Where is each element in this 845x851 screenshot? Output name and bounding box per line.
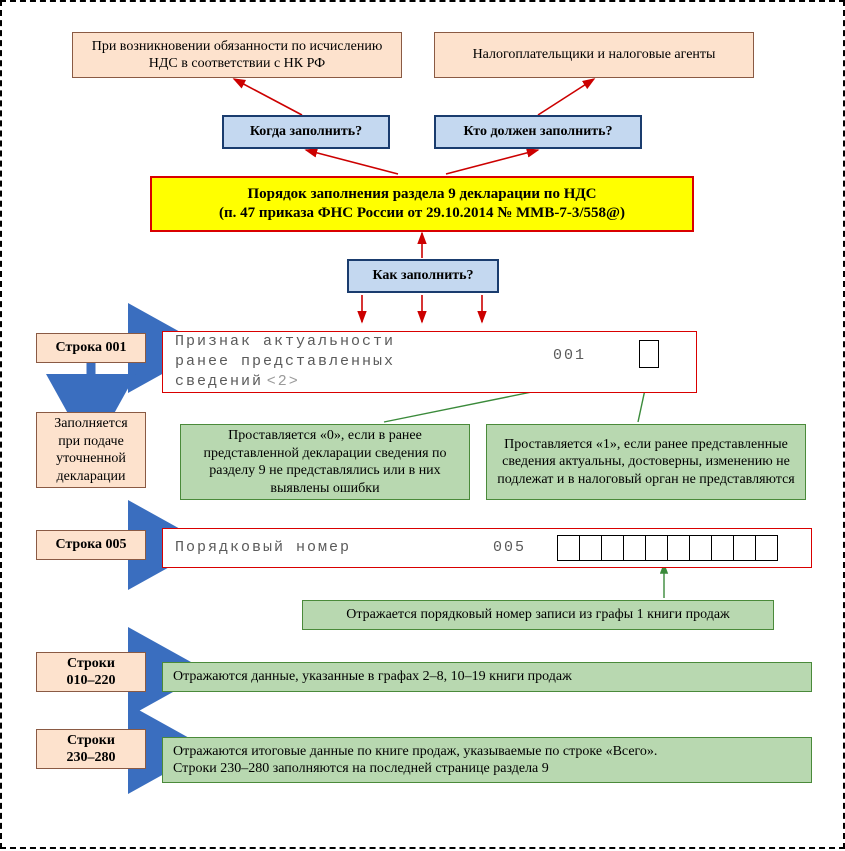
box-how: Как заполнить? bbox=[347, 259, 499, 293]
box-when: Когда заполнить? bbox=[222, 115, 390, 149]
cell-001 bbox=[639, 340, 659, 368]
green-1: Проставляется «1», если ранее представле… bbox=[486, 424, 806, 500]
box-obligation: При возникновении обязанности по исчисле… bbox=[72, 32, 402, 78]
label-010: Строки010–220 bbox=[36, 652, 146, 692]
label-001: Строка 001 bbox=[36, 333, 146, 363]
green-0: Проставляется «0», если в ранее представ… bbox=[180, 424, 470, 500]
diagram-root: При возникновении обязанности по исчисле… bbox=[0, 0, 845, 849]
label-230: Строки230–280 bbox=[36, 729, 146, 769]
box-who: Кто должен заполнить? bbox=[434, 115, 642, 149]
green-010: Отражаются данные, указанные в графах 2–… bbox=[162, 662, 812, 692]
box-title: Порядок заполнения раздела 9 декларации … bbox=[150, 176, 694, 232]
note-001: Заполняется при подаче уточненной деклар… bbox=[36, 412, 146, 488]
cells-005 bbox=[557, 535, 778, 561]
code-005: 005 bbox=[493, 539, 526, 558]
field-001: Признак актуальностиранее представленных… bbox=[162, 331, 697, 393]
box-payers: Налогоплательщики и налоговые агенты bbox=[434, 32, 754, 78]
code-001: 001 bbox=[553, 347, 586, 366]
green-005: Отражается порядковый номер записи из гр… bbox=[302, 600, 774, 630]
label-005: Строка 005 bbox=[36, 530, 146, 560]
green-230: Отражаются итоговые данные по книге прод… bbox=[162, 737, 812, 783]
